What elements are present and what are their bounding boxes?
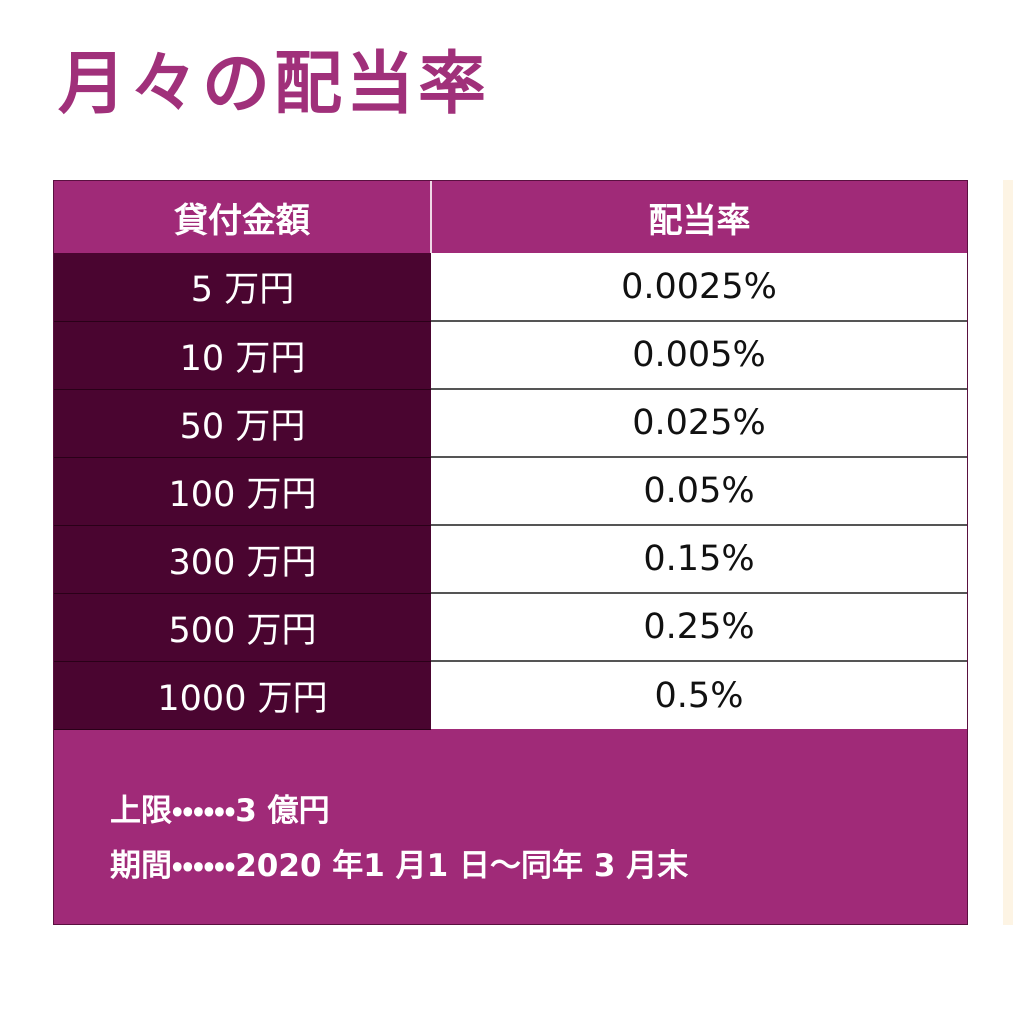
loan-amount: 50 万円 — [54, 389, 431, 458]
dividend-rate: 0.25% — [431, 593, 967, 662]
loan-amount: 300 万円 — [54, 525, 431, 594]
table-row: 10 万円 0.005% — [54, 321, 967, 390]
table-row: 5 万円 0.0025% — [54, 253, 967, 322]
dividend-rate: 0.025% — [431, 389, 967, 458]
table-row: 100 万円 0.05% — [54, 457, 967, 526]
table-row: 50 万円 0.025% — [54, 389, 967, 458]
note: 期間・・・・・・2020 年1 月1 日～同年 3 月末 — [110, 848, 689, 884]
loan-amount: 100 万円 — [54, 457, 431, 526]
note: 上限・・・・・・3 億円 — [110, 793, 330, 829]
table-row: 300 万円 0.15% — [54, 525, 967, 594]
page-title: 月々の配当率 — [58, 45, 491, 124]
dividend-rate: 0.005% — [431, 321, 967, 390]
column-header: 配当率 — [431, 181, 967, 253]
loan-amount: 500 万円 — [54, 593, 431, 662]
dividend-rate: 0.5% — [431, 661, 967, 729]
table-row: 500 万円 0.25% — [54, 593, 967, 662]
rate-table: 貸付金額 配当率 5 万円 0.0025% 10 万円 0.005% 50 万円 0.02… — [54, 181, 967, 730]
loan-amount: 10 万円 — [54, 321, 431, 390]
column-header: 貸付金額 — [54, 181, 432, 253]
loan-amount: 1000 万円 — [54, 661, 431, 730]
table-row: 1000 万円 0.5% — [54, 661, 967, 730]
header-row: 貸付金額 配当率 — [54, 181, 967, 253]
loan-amount: 5 万円 — [54, 253, 431, 322]
dividend-rate: 0.15% — [431, 525, 967, 594]
dividend-rate: 0.0025% — [431, 253, 967, 322]
side-strip — [1003, 180, 1013, 925]
dividend-rate: 0.05% — [431, 457, 967, 526]
rate-panel: 貸付金額 配当率 5 万円 0.0025% 10 万円 0.005% 50 万円 0.02… — [53, 180, 968, 925]
